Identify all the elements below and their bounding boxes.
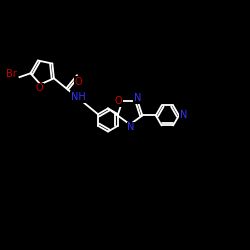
Text: N: N — [127, 122, 135, 132]
Text: O: O — [75, 76, 82, 86]
Text: N: N — [180, 110, 188, 120]
Text: N: N — [134, 93, 141, 103]
Text: NH: NH — [71, 92, 86, 102]
Text: O: O — [114, 96, 122, 106]
Text: O: O — [36, 83, 43, 93]
Text: Br: Br — [6, 69, 17, 79]
